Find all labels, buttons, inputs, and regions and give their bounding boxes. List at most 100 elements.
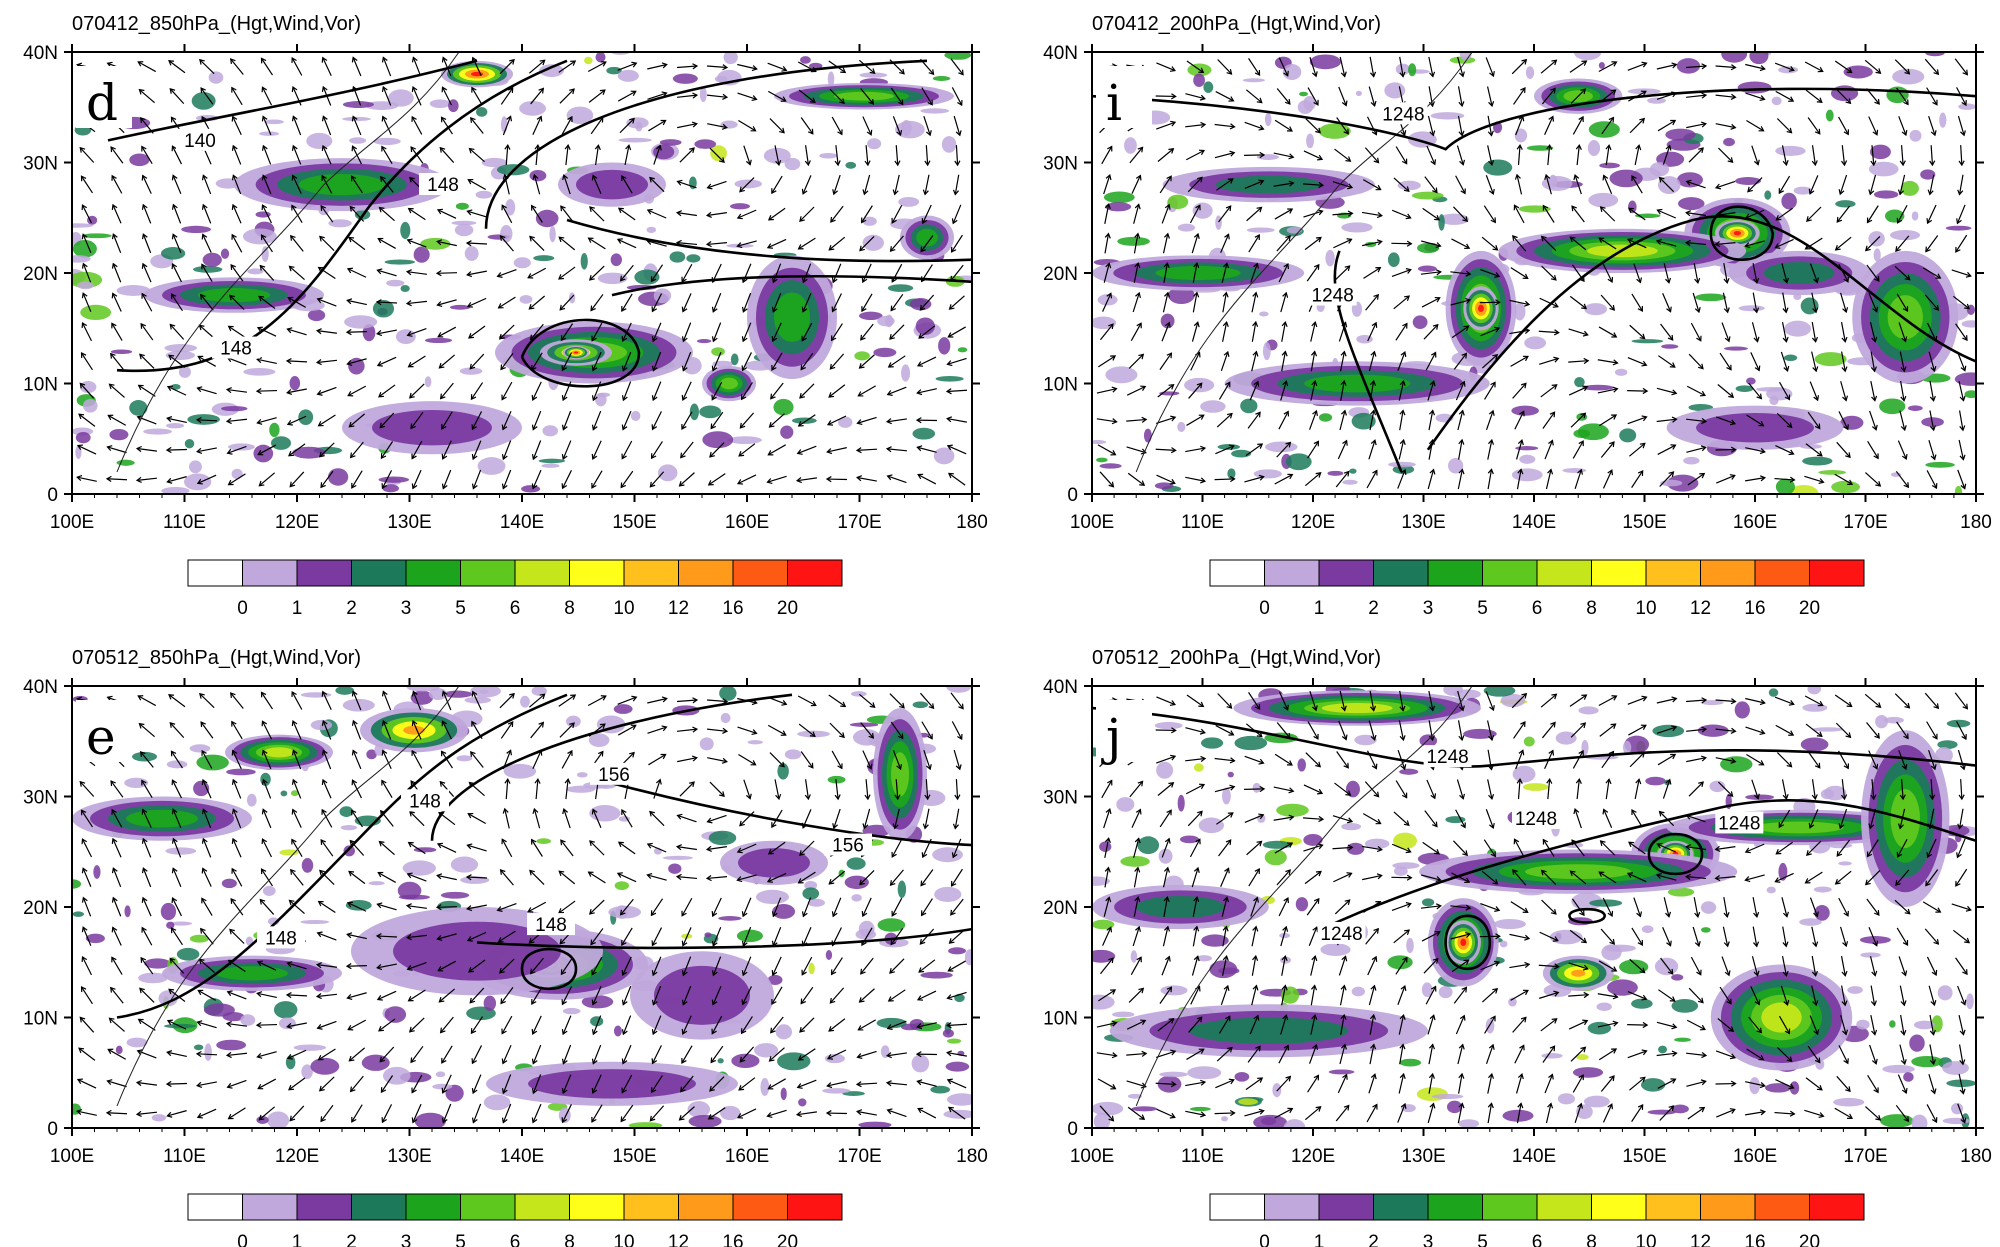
wind-vector [1686,418,1707,423]
wind-arrowhead [830,216,836,223]
wind-arrowhead [111,292,118,299]
wind-arrowhead [138,88,145,95]
wind-vector [142,838,152,858]
vorticity-patch [1483,159,1513,176]
wind-vector [592,1044,602,1064]
vorticity-patch [686,254,701,263]
wind-vector [1629,442,1646,457]
vorticity-patch [464,246,479,261]
wind-vector [531,986,543,1005]
wind-arrowhead [1370,734,1377,741]
wind-arrowhead [1285,235,1291,242]
wind-arrowhead [381,779,387,786]
vorticity-patch [1446,1100,1463,1114]
x-tick-label: 130E [387,1146,431,1167]
wind-arrowhead [135,1079,142,1087]
wind-vector [588,89,606,103]
wind-arrowhead [1370,100,1377,107]
vorticity-patch [1925,461,1955,468]
colorbar-swatch [187,559,243,587]
wind-vector [1776,412,1793,428]
vorticity-patch [75,432,91,444]
wind-arrowhead [1843,763,1850,770]
wind-vector [1484,382,1496,400]
vorticity-patch [531,686,547,696]
wind-vector [767,238,787,249]
vorticity-core [720,377,738,390]
wind-arrowhead [1406,874,1413,881]
wind-vector [535,145,539,166]
wind-vector [1627,991,1647,1000]
wind-arrowhead [291,56,297,63]
wind-vector [1600,206,1616,222]
wind-vector [620,1104,634,1122]
wind-arrowhead [591,365,598,372]
vorticity-patch [1939,112,1947,128]
wind-vector [1481,354,1498,369]
wind-arrowhead [1700,121,1708,128]
vorticity-patch [1541,1053,1563,1059]
wind-vector [1956,838,1966,858]
wind-vector [1188,1016,1203,1033]
vorticity-patch [730,353,739,366]
height-contour [476,927,972,950]
wind-arrowhead [497,937,504,943]
wind-arrowhead [225,1051,232,1059]
wind-vector [1598,414,1617,427]
wind-arrowhead [1658,176,1665,183]
wind-vector [798,237,816,250]
wind-arrowhead [467,178,474,185]
wind-vector [110,146,124,164]
wind-arrowhead [437,332,444,338]
wind-vector [1897,204,1908,224]
vorticity-patch [449,304,471,310]
wind-arrowhead [1960,483,1967,490]
wind-arrowhead [316,1023,323,1030]
wind-vector [1924,928,1939,945]
wind-vector [1307,441,1319,459]
wind-vector [1339,351,1345,372]
wind-vector [528,59,546,74]
wind-arrowhead [79,780,86,787]
vorticity-patch [964,949,972,966]
wind-vector [620,264,634,282]
wind-vector [262,116,272,136]
wind-vector [798,723,816,737]
wind-vector [1368,86,1376,106]
wind-vector [831,116,843,135]
wind-arrowhead [1487,130,1494,137]
wind-vector [652,351,662,371]
wind-vector [924,808,930,829]
vorticity-patch [1802,456,1833,466]
wind-vector [1399,56,1404,77]
wind-arrowhead [1612,993,1619,1000]
wind-vector [437,843,457,853]
vorticity-patch [242,228,277,245]
wind-arrowhead [1666,306,1672,313]
wind-vector [140,751,154,768]
vorticity-patch [613,1025,622,1037]
wind-arrowhead [1495,933,1501,940]
wind-arrowhead [810,700,817,707]
wind-arrowhead [141,926,147,933]
wind-vector [1128,353,1144,369]
wind-vector [1450,299,1471,306]
wind-vector [411,1074,423,1093]
vorticity-patch [435,1071,446,1078]
wind-vector [1570,870,1587,885]
wind-vector [768,207,786,221]
wind-arrowhead [471,483,478,490]
wind-arrowhead [261,204,268,211]
wind-arrowhead [1929,794,1936,801]
wind-vector [1897,440,1907,460]
wind-vector [1659,177,1675,193]
vorticity-patch [378,476,410,483]
wind-arrowhead [1610,723,1617,729]
wind-arrowhead [1459,159,1466,166]
wind-vector [1129,147,1144,164]
wind-vector [1191,233,1199,254]
wind-vector [1657,754,1676,766]
vorticity-patch [1523,736,1535,747]
wind-vector [1397,985,1406,1005]
wind-vector [200,294,214,311]
